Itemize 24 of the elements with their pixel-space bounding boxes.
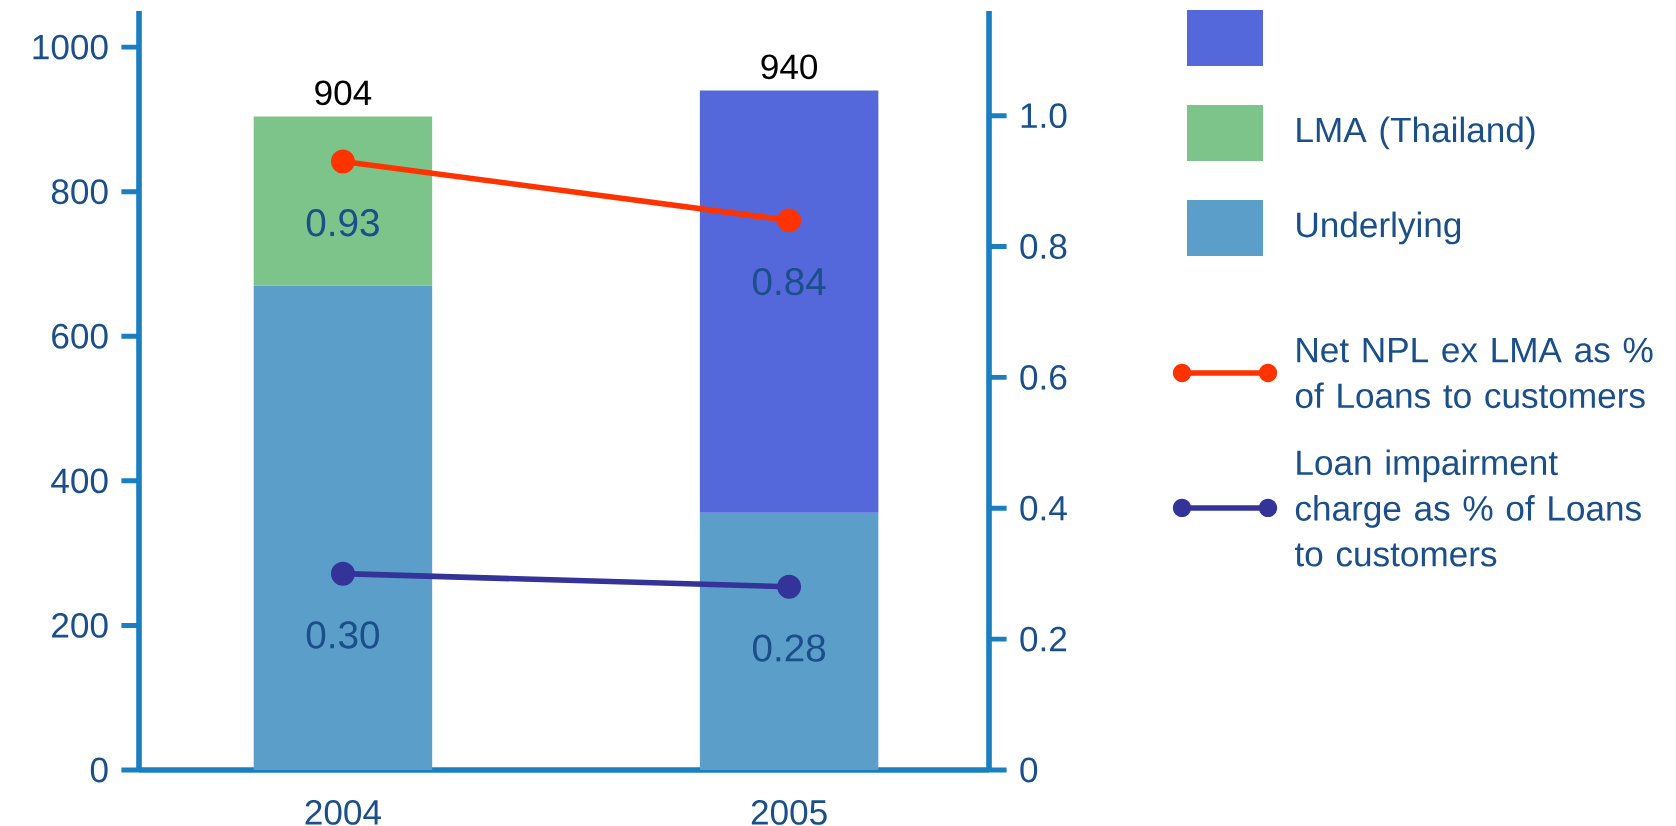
y-tick-label: 400 xyxy=(51,468,108,494)
x-tick-label: 2005 xyxy=(751,799,827,825)
data-label: 0.28 xyxy=(752,634,826,662)
data-label: 0.30 xyxy=(306,621,379,649)
y-tick-label: 1000 xyxy=(33,34,108,60)
y-tick-label: 0 xyxy=(90,757,108,783)
y-tick-label: 800 xyxy=(51,179,108,205)
data-label: 0.84 xyxy=(752,267,826,296)
y2-tick-label: 0.2 xyxy=(1020,626,1067,652)
legend-label: Loan impairment charge as % of Loans to customers xyxy=(1294,449,1641,567)
y2-tick-label: 1.0 xyxy=(1021,103,1067,129)
legend-label: Underlying xyxy=(1297,211,1461,245)
y-tick-label: 600 xyxy=(52,323,108,349)
total-label: 940 xyxy=(761,54,818,80)
y2-tick-label: 0.4 xyxy=(1020,495,1067,521)
legend-label: LMA (Thailand) xyxy=(1297,116,1535,150)
y2-tick-label: 0 xyxy=(1020,757,1038,783)
y2-tick-label: 0.8 xyxy=(1020,234,1067,259)
data-label: 0.93 xyxy=(306,209,379,237)
x-tick-label: 2004 xyxy=(305,799,381,825)
total-label: 904 xyxy=(315,80,372,106)
legend-label: Net NPL ex LMA as % of Loans to customers xyxy=(1295,337,1653,409)
y2-tick-label: 0.6 xyxy=(1020,364,1067,390)
y-tick-label: 200 xyxy=(52,612,108,638)
